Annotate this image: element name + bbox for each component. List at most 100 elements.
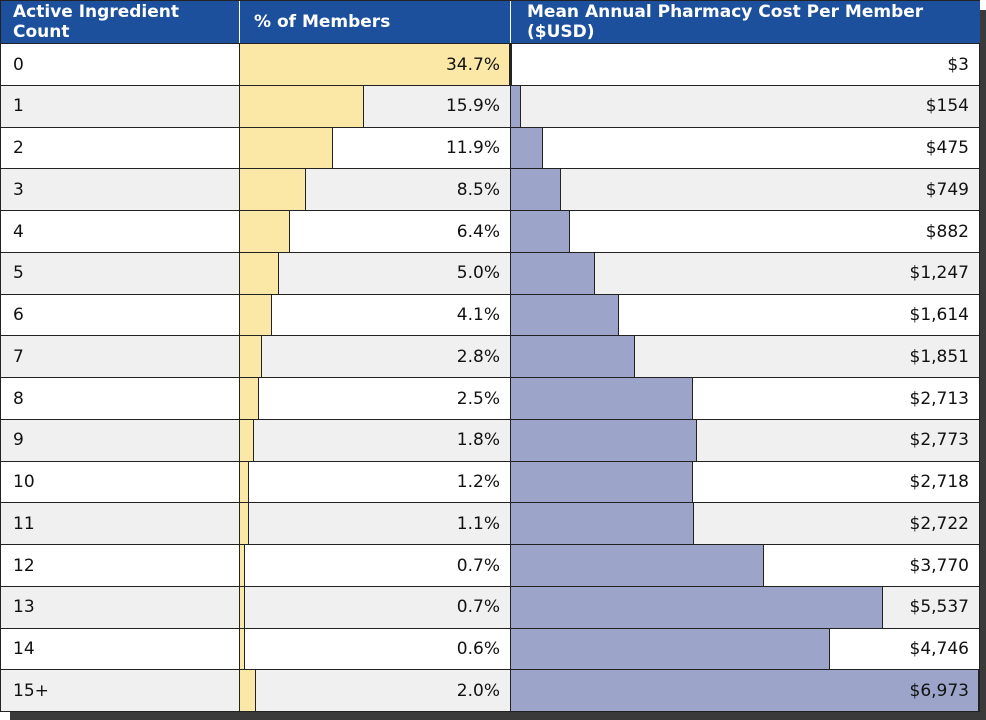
members-bar: [240, 211, 290, 252]
members-value: 1.2%: [456, 472, 500, 492]
members-value: 0.7%: [456, 597, 500, 618]
cost-bar: [511, 670, 979, 712]
members-bar: [240, 336, 262, 378]
cost-value: $2,718: [909, 472, 969, 492]
cost-cell: $2,718: [510, 461, 979, 503]
cost-cell: $154: [510, 85, 979, 127]
cost-cell: $1,247: [510, 252, 979, 294]
members-value: 0.7%: [456, 555, 500, 576]
cost-bar: [511, 545, 765, 586]
cost-bar: [511, 44, 512, 85]
table-row: 14 0.6% $4,746: [1, 627, 979, 670]
members-cell: 0.6%: [239, 628, 510, 670]
cost-value: $3,770: [909, 555, 969, 576]
cost-bar: [511, 336, 636, 378]
table-row: 10 1.2% $2,718: [1, 460, 979, 503]
members-value: 0.6%: [456, 639, 500, 659]
cost-value: $6,973: [909, 680, 969, 701]
count-cell: 15+: [13, 680, 49, 701]
members-value: 2.8%: [456, 346, 500, 367]
cost-cell: $1,851: [510, 336, 979, 378]
cost-bar: [511, 127, 543, 169]
members-bar: [240, 44, 510, 85]
members-cell: 8.5%: [239, 169, 510, 211]
count-cell: 8: [13, 388, 24, 409]
members-cell: 2.0%: [239, 670, 510, 712]
count-cell: 0: [13, 54, 24, 75]
table-row: 15+ 2.0% $6,973: [1, 669, 979, 712]
members-bar: [240, 419, 254, 461]
members-bar: [240, 127, 333, 169]
cost-bar: [511, 85, 522, 127]
members-cell: 0.7%: [239, 545, 510, 586]
members-cell: 1.8%: [239, 419, 510, 461]
members-value: 15.9%: [445, 96, 500, 117]
table-row: 5 5.0% $1,247: [1, 251, 979, 294]
table-row: 12 0.7% $3,770: [1, 544, 979, 586]
count-cell: 4: [13, 221, 24, 242]
table-row: 9 1.8% $2,773: [1, 418, 979, 461]
cost-cell: $2,773: [510, 419, 979, 461]
cost-cell: $2,722: [510, 503, 979, 545]
cost-bar: [511, 503, 694, 545]
table-row: 8 2.5% $2,713: [1, 377, 979, 419]
members-cell: 6.4%: [239, 211, 510, 252]
members-value: 34.7%: [445, 54, 500, 75]
members-cell: 2.8%: [239, 336, 510, 378]
members-cell: 11.9%: [239, 127, 510, 169]
members-value: 6.4%: [456, 221, 500, 242]
cost-value: $2,713: [909, 388, 969, 409]
cost-value: $749: [925, 179, 969, 200]
members-bar: [240, 545, 246, 586]
members-value: 2.5%: [456, 388, 500, 409]
members-value: 1.1%: [456, 513, 500, 534]
table-row: 1 15.9% $154: [1, 84, 979, 127]
header-members: % of Members: [239, 1, 510, 43]
cost-cell: $3: [510, 44, 979, 85]
cost-cell: $3,770: [510, 545, 979, 586]
members-value: 2.0%: [456, 680, 500, 701]
table-row: 11 1.1% $2,722: [1, 502, 979, 545]
cost-cell: $5,537: [510, 586, 979, 628]
header-count: Active Ingredient Count: [1, 1, 239, 43]
cost-bar: [511, 461, 694, 503]
members-value: 8.5%: [456, 179, 500, 200]
members-bar: [240, 85, 364, 127]
members-value: 1.8%: [456, 430, 500, 451]
table-row: 6 4.1% $1,614: [1, 293, 979, 336]
members-cell: 15.9%: [239, 85, 510, 127]
cost-cell: $882: [510, 211, 979, 252]
cost-value: $1,851: [909, 346, 969, 367]
count-cell: 1: [13, 96, 24, 117]
members-bar: [240, 628, 245, 670]
cost-cell: $2,713: [510, 378, 979, 419]
table-row: 0 34.7% $3: [1, 43, 979, 85]
count-cell: 5: [13, 263, 24, 284]
cost-cell: $4,746: [510, 628, 979, 670]
members-cell: 34.7%: [239, 44, 510, 85]
members-bar: [240, 169, 307, 211]
members-bar: [240, 378, 260, 419]
members-bar: [240, 461, 250, 503]
cost-bar: [511, 252, 595, 294]
count-cell: 9: [13, 430, 24, 451]
cost-value: $2,773: [909, 430, 969, 451]
count-cell: 2: [13, 138, 24, 158]
count-cell: 14: [13, 639, 35, 659]
members-value: 4.1%: [456, 305, 500, 325]
cost-cell: $475: [510, 127, 979, 169]
members-cell: 5.0%: [239, 252, 510, 294]
count-cell: 3: [13, 179, 24, 200]
count-cell: 12: [13, 555, 35, 576]
members-bar: [240, 294, 272, 336]
cost-bar: [511, 628, 830, 670]
members-bar: [240, 670, 256, 712]
members-cell: 4.1%: [239, 294, 510, 336]
cost-bar: [511, 294, 620, 336]
cost-bar: [511, 169, 562, 211]
cost-value: $154: [925, 96, 969, 117]
cost-value: $4,746: [909, 639, 969, 659]
members-bar: [240, 586, 246, 628]
header-cost: Mean Annual Pharmacy Cost Per Member ($U…: [510, 1, 980, 43]
